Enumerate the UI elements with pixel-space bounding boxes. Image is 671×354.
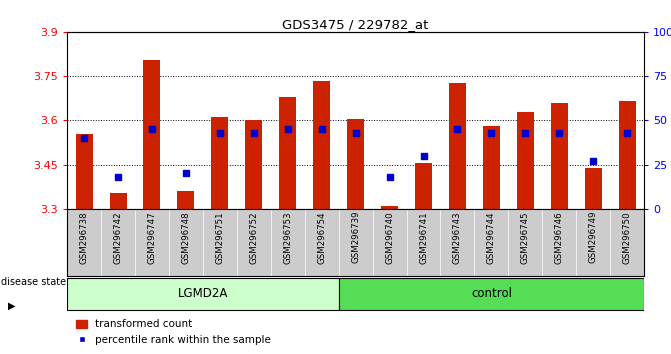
Text: GSM296752: GSM296752 bbox=[250, 211, 258, 263]
Bar bbox=[211, 118, 228, 209]
Bar bbox=[76, 133, 93, 209]
Title: GDS3475 / 229782_at: GDS3475 / 229782_at bbox=[282, 18, 429, 31]
Text: control: control bbox=[471, 287, 512, 300]
Text: GSM296741: GSM296741 bbox=[419, 211, 428, 263]
Bar bbox=[619, 101, 635, 209]
Text: GSM296743: GSM296743 bbox=[453, 211, 462, 263]
Text: GSM296744: GSM296744 bbox=[487, 211, 496, 263]
Text: GSM296753: GSM296753 bbox=[283, 211, 293, 263]
Bar bbox=[339, 278, 644, 310]
Bar bbox=[313, 80, 330, 209]
Text: GSM296738: GSM296738 bbox=[80, 211, 89, 263]
Bar bbox=[381, 206, 398, 209]
Text: GSM296747: GSM296747 bbox=[148, 211, 156, 263]
Text: GSM296749: GSM296749 bbox=[588, 211, 598, 263]
Text: LGMD2A: LGMD2A bbox=[178, 287, 228, 300]
Bar bbox=[415, 163, 432, 209]
Text: ▶: ▶ bbox=[8, 301, 15, 311]
Bar bbox=[144, 60, 160, 209]
Text: GSM296754: GSM296754 bbox=[317, 211, 326, 263]
Bar bbox=[449, 84, 466, 209]
Text: GSM296739: GSM296739 bbox=[351, 211, 360, 263]
Bar bbox=[109, 193, 127, 209]
Bar bbox=[347, 119, 364, 209]
Text: GSM296751: GSM296751 bbox=[215, 211, 224, 263]
Bar bbox=[67, 278, 339, 310]
Text: GSM296745: GSM296745 bbox=[521, 211, 530, 263]
Bar bbox=[584, 167, 602, 209]
Text: GSM296748: GSM296748 bbox=[181, 211, 191, 263]
Bar bbox=[483, 126, 500, 209]
Bar bbox=[177, 191, 195, 209]
Bar bbox=[551, 103, 568, 209]
Text: GSM296740: GSM296740 bbox=[385, 211, 394, 263]
Text: GSM296750: GSM296750 bbox=[623, 211, 631, 263]
Text: disease state: disease state bbox=[1, 277, 66, 287]
Bar bbox=[279, 97, 296, 209]
Text: GSM296746: GSM296746 bbox=[555, 211, 564, 263]
Text: GSM296742: GSM296742 bbox=[113, 211, 123, 263]
Legend: transformed count, percentile rank within the sample: transformed count, percentile rank withi… bbox=[72, 315, 275, 349]
Bar bbox=[517, 112, 534, 209]
Bar bbox=[246, 120, 262, 209]
